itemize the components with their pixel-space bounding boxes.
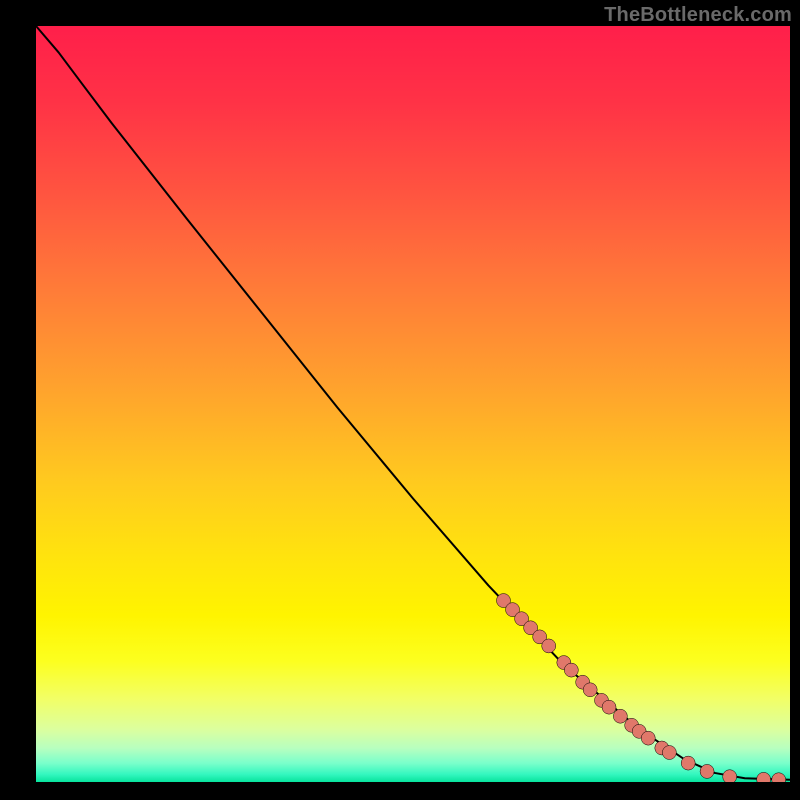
data-marker [583, 683, 597, 697]
data-marker [542, 639, 556, 653]
data-marker [602, 700, 616, 714]
data-marker [641, 731, 655, 745]
data-marker [723, 770, 737, 782]
plot-area [36, 26, 790, 782]
data-marker [564, 663, 578, 677]
data-marker [700, 764, 714, 778]
plot-svg [36, 26, 790, 782]
watermark-text: TheBottleneck.com [604, 4, 792, 27]
gradient-background [36, 26, 790, 782]
data-marker [662, 746, 676, 760]
data-marker [613, 709, 627, 723]
chart-container: TheBottleneck.com [0, 0, 800, 800]
data-marker [681, 756, 695, 770]
